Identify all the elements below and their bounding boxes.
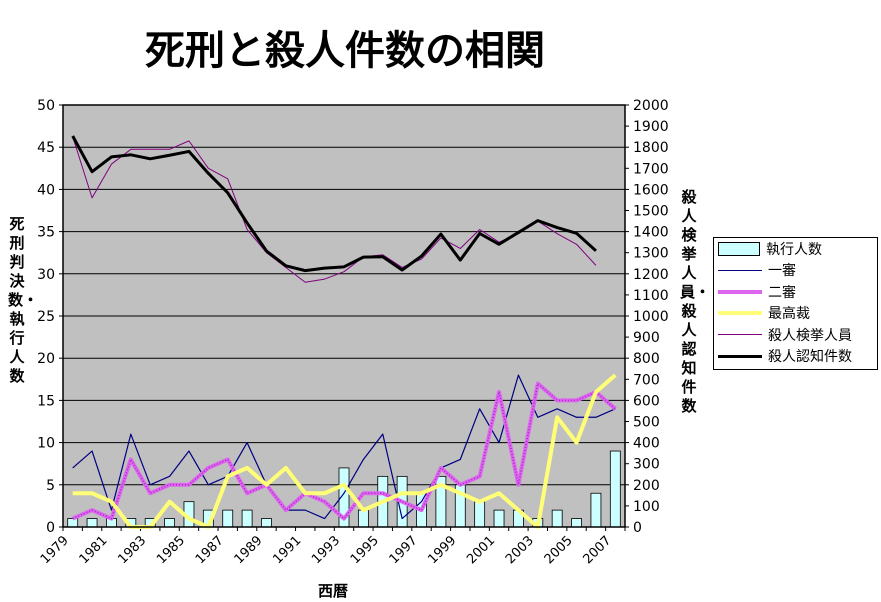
y2-tick-label: 1200 <box>633 267 669 283</box>
bar-執行人数 <box>261 518 272 528</box>
bar-執行人数 <box>571 518 582 528</box>
y-tick-label: 25 <box>37 309 55 325</box>
legend-item: 殺人検挙人員 <box>714 324 877 346</box>
x-tick-label: 1999 <box>425 533 459 567</box>
legend-swatch <box>718 241 760 256</box>
legend-label: 二審 <box>768 284 796 301</box>
y2-tick-label: 200 <box>633 478 660 494</box>
legend-swatch <box>718 285 762 299</box>
legend-swatch <box>718 263 762 277</box>
bar-執行人数 <box>590 492 602 528</box>
bar-執行人数 <box>493 509 505 528</box>
x-tick-label: 1979 <box>38 533 72 567</box>
y2-tick-label: 1100 <box>633 288 669 304</box>
y-tick-label: 50 <box>37 98 55 114</box>
legend-swatch <box>718 328 762 342</box>
y2-tick-label: 1300 <box>633 246 669 262</box>
y-tick-label: 35 <box>37 225 55 241</box>
y2-tick-label: 900 <box>633 330 660 346</box>
y2-tick-label: 800 <box>633 351 660 367</box>
y2-tick-label: 500 <box>633 415 660 431</box>
legend-label: 殺人検挙人員 <box>768 327 852 344</box>
y-tick-label: 40 <box>37 182 55 198</box>
legend-label: 執行人数 <box>766 241 822 258</box>
x-tick-label: 1995 <box>348 533 382 567</box>
x-axis-label: 西暦 <box>318 582 349 600</box>
x-tick-label: 2005 <box>542 533 576 567</box>
line-二審 <box>71 381 617 521</box>
y2-tick-label: 1700 <box>633 161 669 177</box>
x-tick-label: 1983 <box>115 533 149 567</box>
legend-label: 一審 <box>768 263 796 280</box>
x-tick-label: 2003 <box>503 533 537 567</box>
legend: 執行人数一審二審最高裁殺人検挙人員 殺人認知件数 <box>713 237 878 370</box>
x-tick-label: 1993 <box>309 533 343 567</box>
legend-label: 最高裁 <box>768 306 810 323</box>
legend-item: 一審 <box>714 260 877 282</box>
y2-tick-label: 300 <box>633 457 660 473</box>
bar-執行人数 <box>551 509 563 528</box>
x-tick-label: 1989 <box>232 533 266 567</box>
legend-swatch <box>718 306 762 320</box>
y-axis-label: 死刑判決数・執行人数 <box>8 215 39 385</box>
y2-tick-label: 600 <box>633 393 660 409</box>
bar-執行人数 <box>357 509 369 528</box>
x-tick-label: 1985 <box>154 533 188 567</box>
bar-執行人数 <box>67 518 79 528</box>
y-tick-label: 15 <box>37 393 55 409</box>
y-tick-label: 20 <box>37 351 55 367</box>
legend-item: 二審 <box>714 281 877 303</box>
line-一審 <box>72 374 616 520</box>
plot-border <box>62 104 626 528</box>
x-tick-label: 1991 <box>270 533 304 567</box>
y2-tick-label: 400 <box>633 436 660 452</box>
x-tick-label: 1981 <box>77 533 111 567</box>
x-tick-label: 2007 <box>580 533 614 567</box>
bar-執行人数 <box>222 509 234 528</box>
chart-title: 死刑と殺人件数の相関 <box>145 28 545 74</box>
y-tick-label: 5 <box>46 478 55 494</box>
y2-tick-label: 1600 <box>633 182 669 198</box>
y-tick-label: 0 <box>46 520 55 536</box>
x-tick-label: 1997 <box>387 533 421 567</box>
y2-tick-label: 1900 <box>633 119 669 135</box>
y-tick-label: 30 <box>37 267 55 283</box>
y-tick-label: 45 <box>37 140 55 156</box>
bar-執行人数 <box>474 501 486 528</box>
legend-item: 殺人認知件数 <box>714 346 877 368</box>
legend-label: 殺人認知件数 <box>768 349 852 366</box>
y2-tick-label: 700 <box>633 372 660 388</box>
y2-tick-label: 2000 <box>633 98 669 114</box>
bar-執行人数 <box>241 509 253 528</box>
bar-執行人数 <box>609 450 621 528</box>
x-tick-label: 1987 <box>193 533 227 567</box>
y2-tick-label: 0 <box>633 520 642 536</box>
bar-執行人数 <box>164 518 175 528</box>
y2-tick-label: 1800 <box>633 140 669 156</box>
y2-tick-label: 1500 <box>633 204 669 220</box>
x-tick-label: 2001 <box>464 533 498 567</box>
legend-item: 最高裁 <box>714 303 877 325</box>
y2-tick-label: 100 <box>633 499 660 515</box>
bar-執行人数 <box>86 518 98 528</box>
legend-swatch <box>718 349 762 363</box>
legend-item: 執行人数 <box>714 238 877 260</box>
y2-tick-label: 1000 <box>633 309 669 325</box>
line-最高裁 <box>72 373 617 529</box>
y2-axis-label: 殺人検挙人員・殺人認知件数 <box>680 188 711 415</box>
line-殺人認知件数 <box>71 135 597 273</box>
y-tick-label: 10 <box>37 436 55 452</box>
y2-tick-label: 1400 <box>633 225 669 241</box>
